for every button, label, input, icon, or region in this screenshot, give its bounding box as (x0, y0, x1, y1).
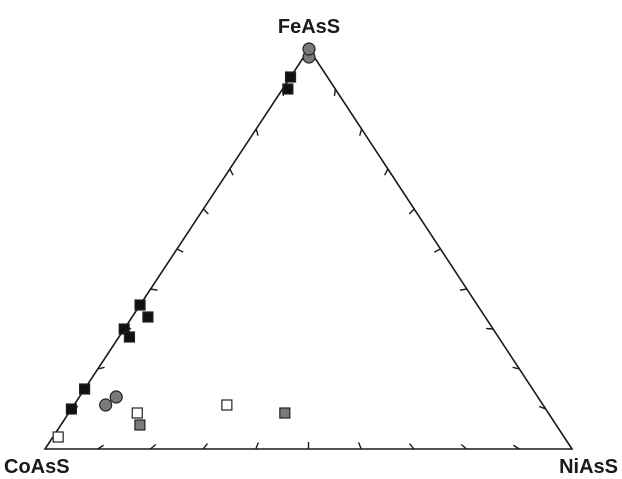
tick-right-8 (359, 128, 363, 136)
tick-bottom-7 (409, 443, 415, 450)
data-point-circle-gray-12 (99, 398, 113, 412)
triangle-frame (43, 47, 574, 450)
data-point-square-black-4 (282, 83, 294, 95)
tick-left-4 (150, 288, 158, 291)
data-point-square-black-6 (142, 311, 154, 323)
tick-left-6 (202, 208, 209, 215)
tick-right-3 (486, 327, 494, 330)
data-point-square-black-5 (134, 299, 146, 311)
tick-bottom-4 (255, 442, 260, 450)
vertex-label-top: FeAsS (278, 16, 340, 38)
data-point-square-gray-14 (134, 419, 146, 431)
data-point-circle-gray-11 (109, 390, 123, 404)
data-point-square-white-13 (131, 407, 143, 419)
vertex-label-right: NiAsS (559, 456, 618, 478)
data-point-square-white-17 (52, 431, 64, 443)
tick-left-5 (176, 248, 184, 253)
tick-left-8 (255, 128, 259, 136)
vertex-label-left: CoAsS (4, 456, 70, 478)
data-markers (52, 42, 316, 443)
tick-bottom-6 (357, 442, 362, 450)
tick-left-7 (229, 168, 234, 176)
data-point-square-gray-16 (279, 407, 291, 419)
tick-right-7 (383, 168, 389, 176)
data-point-square-black-8 (123, 331, 136, 343)
data-point-square-black-9 (78, 383, 91, 395)
tick-right-5 (433, 248, 441, 253)
tick-bottom-3 (202, 443, 208, 450)
tick-right-4 (459, 288, 467, 291)
data-point-square-black-3 (284, 71, 297, 83)
data-point-circle-gray-2 (302, 42, 316, 56)
data-point-square-white-15 (221, 399, 233, 411)
data-point-square-black-10 (65, 403, 78, 415)
tick-right-6 (408, 208, 415, 215)
tick-marks (71, 88, 546, 450)
